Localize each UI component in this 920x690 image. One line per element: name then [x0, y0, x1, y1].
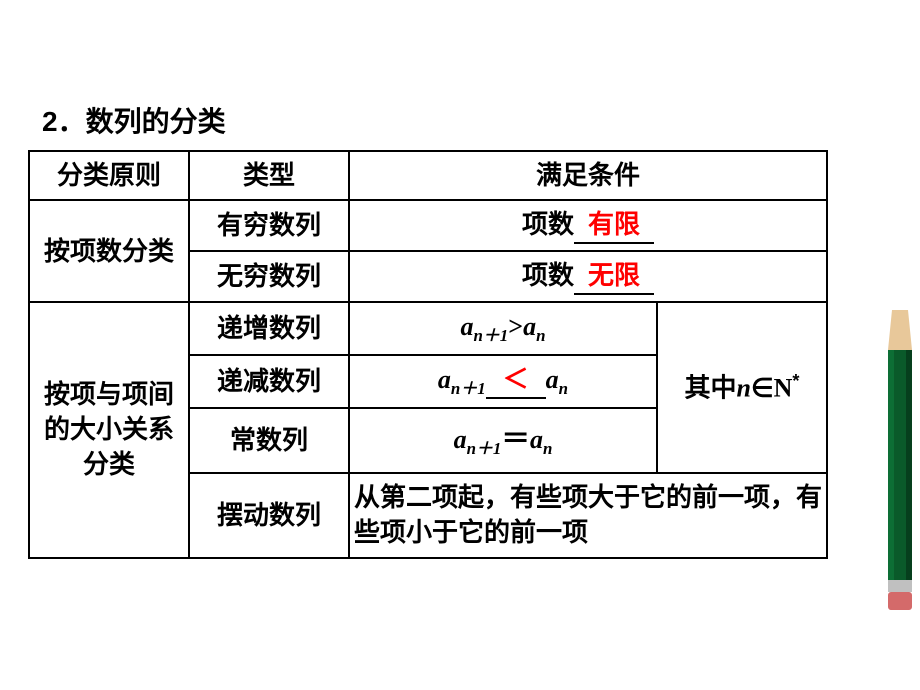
- a2c: a: [530, 425, 543, 454]
- sub-n2: n: [536, 326, 545, 345]
- domain-prefix: 其中: [685, 373, 737, 403]
- cond-increasing: an＋1>an: [349, 302, 657, 355]
- cond-infinite: 项数无限: [349, 251, 827, 302]
- type-finite: 有穷数列: [189, 200, 349, 251]
- row-finite: 按项数分类 有穷数列 项数有限: [29, 200, 827, 251]
- sub-n1: n＋1: [474, 326, 509, 345]
- principle-by-relation: 按项与项间的大小关系分类: [29, 302, 189, 557]
- sub-n2d: n: [559, 379, 568, 398]
- sub-n1d: n＋1: [451, 379, 486, 398]
- expr-dec: an＋1＜an: [438, 365, 568, 394]
- cond-decreasing: an＋1＜an: [349, 355, 657, 408]
- domain-n: n: [737, 374, 751, 403]
- header-principle: 分类原则: [29, 151, 189, 200]
- type-constant: 常数列: [189, 408, 349, 473]
- sub-n2c: n: [543, 439, 552, 458]
- header-type: 类型: [189, 151, 349, 200]
- domain-N: N: [774, 374, 793, 403]
- expr-const: an＋1＝an: [454, 425, 553, 454]
- domain-cell: 其中n∈N*: [657, 302, 827, 473]
- section-title: 2．数列的分类: [42, 100, 226, 140]
- fill-infinite: 无限: [588, 260, 640, 290]
- sub-n1c: n＋1: [467, 439, 502, 458]
- cond-infinite-prefix: 项数: [522, 260, 574, 290]
- header-condition: 满足条件: [349, 151, 827, 200]
- blank-dec: ＜: [486, 362, 546, 399]
- expr-inc: an＋1>an: [461, 312, 546, 341]
- pencil-decoration: [880, 310, 920, 610]
- domain-star: *: [792, 371, 799, 391]
- fill-finite: 有限: [588, 209, 640, 239]
- blank-infinite: 无限: [574, 258, 654, 295]
- type-infinite: 无穷数列: [189, 251, 349, 302]
- a1: a: [461, 312, 474, 341]
- cond-finite: 项数有限: [349, 200, 827, 251]
- principle-by-count: 按项数分类: [29, 200, 189, 302]
- a2d: a: [546, 365, 559, 394]
- type-decreasing: 递减数列: [189, 355, 349, 408]
- classification-table: 分类原则 类型 满足条件 按项数分类 有穷数列 项数有限 无穷数列 项数无限 按…: [28, 150, 828, 559]
- a1c: a: [454, 425, 467, 454]
- cond-finite-prefix: 项数: [522, 209, 574, 239]
- a1d: a: [438, 365, 451, 394]
- cond-oscillating: 从第二项起，有些项大于它的前一项，有些项小于它的前一项: [349, 473, 827, 557]
- op-dec: ＜: [503, 365, 529, 394]
- domain-in: ∈: [751, 373, 774, 403]
- op-inc: >: [508, 312, 523, 341]
- cond-constant: an＋1＝an: [349, 408, 657, 473]
- row-increasing: 按项与项间的大小关系分类 递增数列 an＋1>an 其中n∈N*: [29, 302, 827, 355]
- classification-table-wrap: 分类原则 类型 满足条件 按项数分类 有穷数列 项数有限 无穷数列 项数无限 按…: [28, 150, 828, 559]
- table-header-row: 分类原则 类型 满足条件: [29, 151, 827, 200]
- blank-finite: 有限: [574, 207, 654, 244]
- type-increasing: 递增数列: [189, 302, 349, 355]
- op-const: ＝: [501, 424, 530, 455]
- type-oscillating: 摆动数列: [189, 473, 349, 557]
- a2: a: [523, 312, 536, 341]
